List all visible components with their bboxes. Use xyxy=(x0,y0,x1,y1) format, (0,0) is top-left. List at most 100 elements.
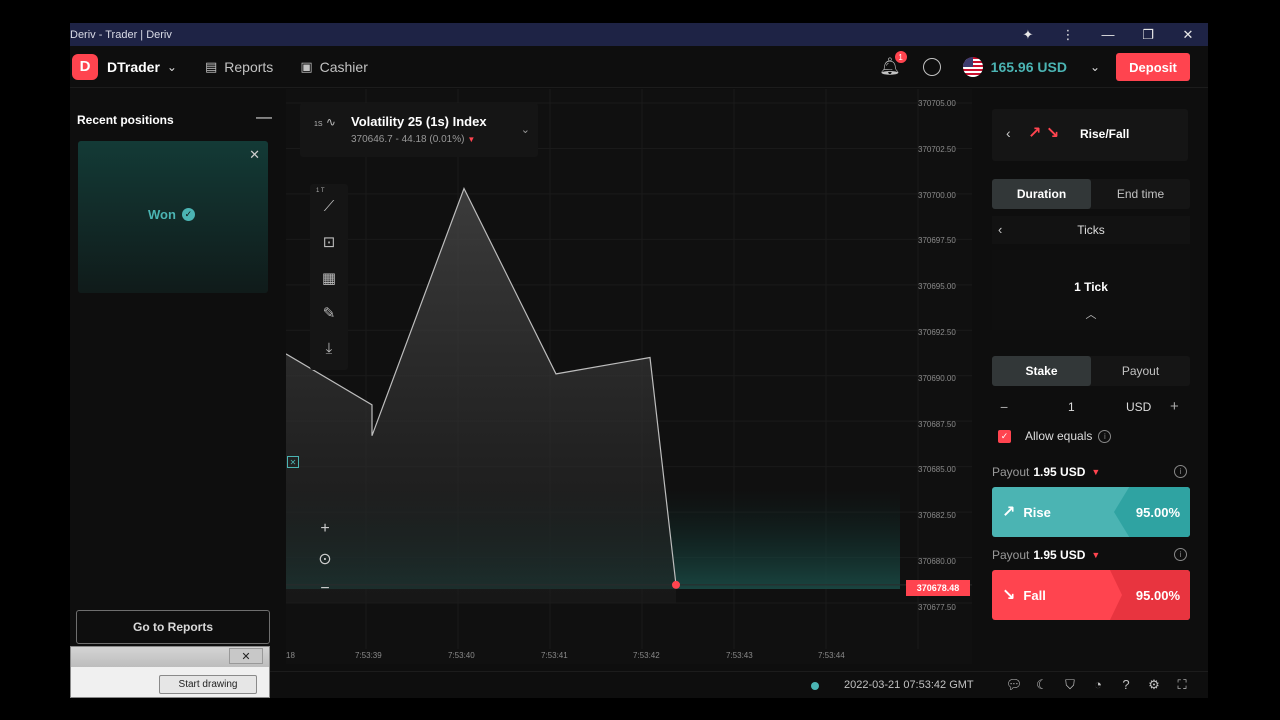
nav-reports-label: Reports xyxy=(224,58,274,75)
symbol-selector[interactable]: 1S ∿ Volatility 25 (1s) Index 370646.7 -… xyxy=(300,103,538,157)
zoom-controls: + ⊙ − xyxy=(310,514,340,597)
nav-reports[interactable]: ▤ Reports xyxy=(205,59,273,75)
account-icon[interactable] xyxy=(922,58,941,76)
symbol-quote: 370646.7 - 44.18 (0.01%) ▼ xyxy=(351,134,475,145)
contract-type-selector[interactable]: ‹ ↗ ↘ Rise/Fall xyxy=(992,109,1188,161)
zoom-in-icon[interactable]: + xyxy=(320,520,330,537)
nav-cashier[interactable]: ▣ Cashier xyxy=(300,59,368,75)
price-tick-label: 370692.50 xyxy=(918,328,956,337)
fall-info-icon[interactable]: i xyxy=(1174,548,1187,561)
app-header: D DTrader ⌄ ▤ Reports ▣ Cashier 🔔︎ 1 165.… xyxy=(70,46,1208,88)
app-name[interactable]: DTrader xyxy=(107,58,160,75)
rise-arrow-icon: ↗ xyxy=(1002,504,1016,521)
dtrader-logo[interactable]: D xyxy=(72,53,98,80)
chat-icon[interactable]: 💬︎ xyxy=(1005,677,1023,692)
tab-duration[interactable]: Duration xyxy=(992,179,1091,209)
increase-stake-icon[interactable]: + xyxy=(1170,398,1179,415)
kebab-menu-icon[interactable]: ⋮ xyxy=(1061,26,1075,42)
stake-input[interactable]: 1 xyxy=(1068,400,1075,414)
position-card[interactable]: ✕ Won ✓ xyxy=(78,141,268,293)
account-balance[interactable]: 165.96 USD xyxy=(990,59,1067,75)
rise-info-icon[interactable]: i xyxy=(1174,465,1187,478)
nav-cashier-label: Cashier xyxy=(319,58,368,75)
duration-unit-chevron-icon[interactable]: ‹ xyxy=(998,222,1003,237)
drawing-window-close-button[interactable]: ✕ xyxy=(229,648,263,664)
price-tick-label: 370697.50 xyxy=(918,236,956,246)
allow-equals-checkbox[interactable]: ✓ xyxy=(998,429,1011,443)
notification-badge: 1 xyxy=(894,51,907,63)
recent-positions-panel: Recent positions — ✕ Won ✓ Go to Reports… xyxy=(70,89,280,698)
rise-payout: Payout 1.95 USD ▼ i xyxy=(992,465,1190,479)
price-area xyxy=(286,188,676,603)
price-chart[interactable] xyxy=(286,89,972,664)
close-position-icon[interactable]: ✕ xyxy=(249,147,260,162)
price-tick-label: 370702.50 xyxy=(918,144,956,154)
fullscreen-icon[interactable]: ⛶ xyxy=(1177,677,1187,692)
price-tick-label: 370695.00 xyxy=(918,282,956,292)
settings-icon[interactable]: ⚙ xyxy=(1148,677,1160,692)
rise-fall-icon: ↗ ↘ xyxy=(1028,125,1060,142)
duration-tabs: Duration End time xyxy=(992,179,1190,209)
minimize-panel-icon[interactable]: — xyxy=(256,109,272,126)
info-icon[interactable]: i xyxy=(1098,429,1112,443)
price-tick-label: 370682.50 xyxy=(918,511,956,521)
deposit-button[interactable]: Deposit xyxy=(1116,53,1190,81)
fall-button[interactable]: ↘ Fall 95.00% xyxy=(992,570,1190,620)
chevron-left-icon[interactable]: ‹ xyxy=(1006,125,1011,141)
chevron-up-icon[interactable]: ︿ xyxy=(1085,309,1097,321)
account-chevron-icon[interactable]: ⌄ xyxy=(1089,60,1100,74)
extensions-icon[interactable]: ✦ xyxy=(1022,26,1034,42)
window-title: Deriv - Trader | Deriv xyxy=(70,28,172,41)
amount-tabs: Stake Payout xyxy=(992,356,1190,386)
price-tick-label: 370687.50 xyxy=(918,419,956,429)
help-icon[interactable]: ? xyxy=(1122,677,1130,692)
templates-icon[interactable]: ▦ xyxy=(321,270,337,287)
time-tick-label: 7:53:42 xyxy=(633,651,660,660)
chart-area[interactable]: 1S ∿ Volatility 25 (1s) Index 370646.7 -… xyxy=(286,89,972,664)
moon-icon[interactable]: ☾ xyxy=(1036,677,1048,692)
rise-button[interactable]: ↗ Rise 95.00% xyxy=(992,487,1190,537)
symbol-icon-text: 1S xyxy=(314,121,323,128)
start-drawing-button[interactable]: Start drawing xyxy=(159,675,257,694)
price-axis: 370705.00 370702.50 370700.00 370697.50 3706… xyxy=(908,89,978,664)
tick-selector[interactable]: 1 Tick ︿ xyxy=(992,250,1190,330)
time-tick-label: 18 xyxy=(286,651,295,660)
responsible-trading-icon[interactable]: ◔ xyxy=(1094,677,1102,692)
decrease-stake-icon[interactable]: − xyxy=(1000,399,1009,415)
indicators-icon[interactable]: ⊡ xyxy=(322,234,336,251)
chevron-down-icon[interactable]: ⌄ xyxy=(166,59,177,74)
minimize-icon[interactable]: — xyxy=(1101,27,1115,42)
shield-icon[interactable]: ⛉ xyxy=(1065,677,1075,692)
close-icon[interactable]: ✕ xyxy=(1182,26,1194,42)
fall-percent: 95.00% xyxy=(1135,587,1180,603)
rise-payout-label: Payout xyxy=(992,465,1030,479)
zoom-out-icon[interactable]: − xyxy=(320,580,330,597)
tab-end-time[interactable]: End time xyxy=(1116,187,1165,201)
tab-payout[interactable]: Payout xyxy=(1121,364,1160,378)
download-icon[interactable]: ⤓ xyxy=(325,339,333,357)
time-tick-label: 7:53:41 xyxy=(541,651,568,660)
notification-bell-icon[interactable]: 🔔︎ 1 xyxy=(879,51,907,77)
time-axis: 18 7:53:39 7:53:40 7:53:41 7:53:42 7:53:43 7:5… xyxy=(286,651,906,665)
tab-stake[interactable]: Stake xyxy=(992,356,1091,386)
restore-icon[interactable]: ❐ xyxy=(1142,26,1154,42)
connection-status-dot xyxy=(811,682,819,690)
crosshair-icon[interactable]: ⊙ xyxy=(318,551,332,568)
server-time: 2022-03-21 07:53:42 GMT xyxy=(844,679,974,691)
crosshair-marker-icon[interactable]: ✕ xyxy=(287,456,299,468)
status-footer: 2022-03-21 07:53:42 GMT 💬︎ ☾ ⛉ ◔ ? ⚙ ⛶ xyxy=(270,671,1208,698)
price-line xyxy=(286,186,677,585)
chart-type-icon[interactable]: ⟋ xyxy=(323,197,335,215)
spot-marker xyxy=(672,580,680,589)
duration-unit-selector[interactable]: ‹ Ticks xyxy=(992,216,1190,244)
time-tick-label: 7:53:44 xyxy=(818,651,845,660)
drawing-tools-icon[interactable]: ✎ xyxy=(322,305,336,322)
fall-payout: Payout 1.95 USD ▼ i xyxy=(992,548,1190,562)
go-to-reports-button[interactable]: Go to Reports xyxy=(76,610,270,644)
allow-equals-row: ✓ Allow equals i xyxy=(998,429,1112,443)
rise-payout-down-icon: ▼ xyxy=(1091,467,1101,477)
recent-positions-title: Recent positions xyxy=(77,113,174,127)
duration-value: 1 Tick xyxy=(1074,280,1108,294)
main-nav: ▤ Reports ▣ Cashier xyxy=(205,59,395,75)
fall-payout-down-icon: ▼ xyxy=(1091,550,1101,560)
